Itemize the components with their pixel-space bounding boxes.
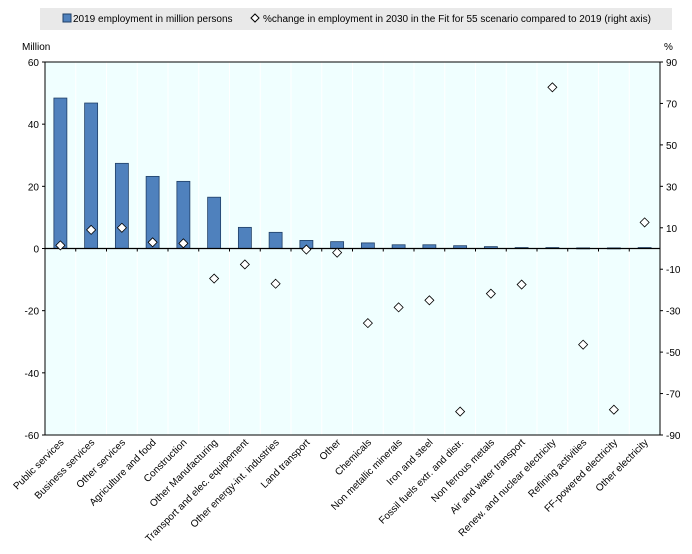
pct-change-point bbox=[209, 273, 220, 284]
right-tick-label: 90 bbox=[666, 58, 678, 69]
left-axis-title: Million bbox=[22, 42, 50, 53]
pct-change-point bbox=[424, 295, 435, 306]
bar bbox=[207, 196, 222, 249]
pct-change-point bbox=[116, 222, 127, 233]
right-tick-label: 70 bbox=[666, 99, 678, 110]
pct-change-point bbox=[86, 224, 97, 235]
pct-change-point bbox=[455, 406, 466, 417]
pct-change-point bbox=[639, 217, 650, 228]
bar bbox=[360, 242, 375, 249]
pct-change-point bbox=[301, 244, 312, 255]
plot-border bbox=[44, 61, 661, 436]
left-tick-label: -60 bbox=[25, 431, 40, 442]
pct-change-point bbox=[55, 240, 66, 251]
left-tick-label: 40 bbox=[28, 120, 40, 131]
right-tick-label: -10 bbox=[666, 265, 681, 276]
pct-change-point bbox=[178, 238, 189, 249]
right-tick-label: 50 bbox=[666, 141, 678, 152]
left-tick-label: 0 bbox=[33, 245, 39, 256]
pct-change-point bbox=[485, 288, 496, 299]
legend-bar-swatch bbox=[62, 13, 72, 23]
legend-diamond-swatch bbox=[250, 13, 260, 23]
left-tick-label: -20 bbox=[25, 307, 40, 318]
pct-change-point bbox=[332, 247, 343, 258]
right-tick-label: 10 bbox=[666, 224, 678, 235]
pct-change-point bbox=[270, 278, 281, 289]
right-tick-label: -70 bbox=[666, 390, 681, 401]
pct-change-point bbox=[147, 237, 158, 248]
legend-box bbox=[40, 8, 672, 30]
bar bbox=[330, 241, 345, 249]
bar bbox=[114, 162, 129, 249]
left-tick-label: 60 bbox=[28, 58, 40, 69]
legend-label-bars: 2019 employment in million persons bbox=[73, 14, 233, 25]
x-tick-label: Other bbox=[318, 437, 344, 463]
legend-label-diamonds: %change in employment in 2030 in the Fit… bbox=[263, 14, 651, 25]
left-tick-label: -40 bbox=[25, 369, 40, 380]
right-tick-label: -90 bbox=[666, 431, 681, 442]
bar bbox=[53, 97, 68, 249]
pct-change-point bbox=[608, 404, 619, 415]
pct-change-point bbox=[393, 302, 404, 313]
left-tick-label: 20 bbox=[28, 182, 40, 193]
right-tick-label: 30 bbox=[666, 182, 678, 193]
pct-change-point bbox=[578, 339, 589, 350]
pct-change-point bbox=[362, 318, 373, 329]
right-tick-label: -50 bbox=[666, 348, 681, 359]
pct-change-point bbox=[516, 279, 527, 290]
bar bbox=[268, 231, 283, 249]
bar bbox=[237, 226, 252, 249]
pct-change-point bbox=[239, 259, 250, 270]
pct-change-point bbox=[547, 82, 558, 93]
right-tick-label: -30 bbox=[666, 307, 681, 318]
right-axis-title: % bbox=[664, 42, 673, 53]
